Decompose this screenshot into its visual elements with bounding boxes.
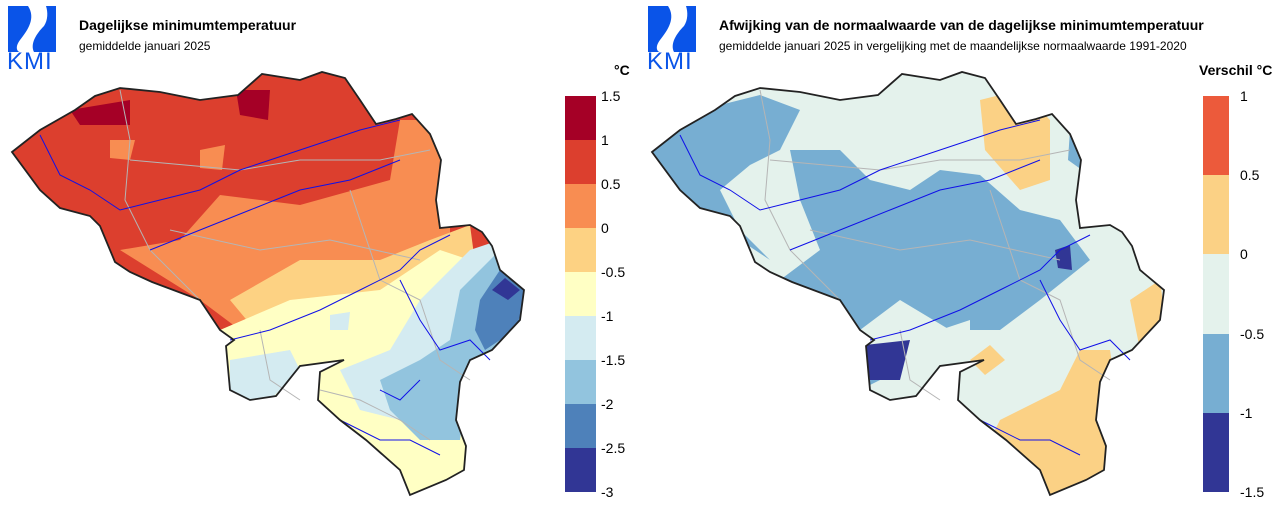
legend-label: 1 — [1240, 88, 1248, 104]
legend-swatch — [565, 184, 596, 228]
left-legend — [565, 96, 596, 492]
legend-label: 1 — [601, 132, 609, 148]
legend-swatch — [1203, 333, 1229, 413]
legend-swatch — [565, 272, 596, 316]
kmi-logo-icon — [648, 6, 696, 52]
legend-label: -0.5 — [1240, 325, 1265, 342]
legend-swatch — [1203, 254, 1229, 334]
legend-swatch — [565, 96, 596, 140]
legend-label: -1.5 — [1240, 484, 1265, 500]
right-legend-unit: Verschil °C — [1199, 62, 1273, 78]
right-title: Afwijking van de normaalwaarde van de da… — [719, 17, 1204, 33]
legend-label: -3 — [601, 484, 614, 500]
left-map — [11, 71, 525, 496]
logo-text: KMI — [7, 48, 53, 75]
kmi-logo-left: KMI — [6, 4, 56, 75]
legend-swatch — [1203, 175, 1229, 255]
left-legend-unit: °C — [614, 62, 630, 78]
right-map — [651, 71, 1165, 496]
legend-swatch — [565, 360, 596, 404]
legend-label: -1 — [1240, 404, 1253, 421]
kmi-logo-right: KMI — [646, 4, 696, 75]
legend-label: 0.5 — [1240, 167, 1260, 184]
right-legend — [1203, 96, 1229, 492]
right-subtitle: gemiddelde januari 2025 in vergelijking … — [719, 39, 1187, 53]
left-title: Dagelijkse minimumtemperatuur — [79, 17, 297, 33]
legend-swatch — [565, 316, 596, 360]
legend-swatch — [565, 140, 596, 184]
legend-swatch — [565, 228, 596, 272]
legend-label: 0 — [601, 220, 609, 236]
legend-label: -1 — [601, 308, 614, 324]
legend-swatch — [1203, 412, 1229, 492]
left-subtitle: gemiddelde januari 2025 — [79, 39, 211, 53]
legend-swatch — [565, 448, 596, 492]
legend-label: 0.5 — [601, 176, 621, 192]
logo-text: KMI — [647, 48, 693, 75]
legend-label: 0 — [1240, 246, 1248, 263]
kmi-logo-icon — [8, 6, 56, 52]
legend-label: 1.5 — [601, 88, 621, 104]
legend-swatch — [1203, 96, 1229, 176]
legend-label: -2.5 — [601, 440, 626, 456]
legend-label: -2 — [601, 396, 614, 412]
legend-label: -1.5 — [601, 352, 626, 368]
legend-label: -0.5 — [601, 264, 626, 280]
legend-swatch — [565, 404, 596, 448]
